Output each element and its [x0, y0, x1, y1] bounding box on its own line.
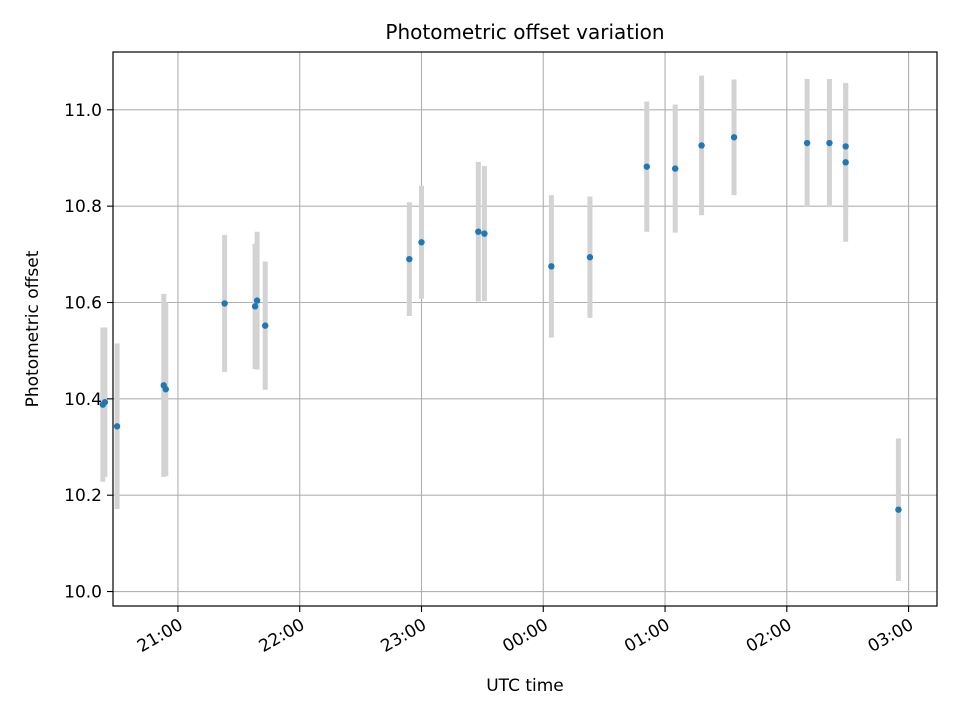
data-point	[475, 228, 482, 235]
data-point	[548, 263, 555, 270]
data-point	[251, 303, 259, 310]
data-point	[842, 143, 849, 150]
data-point	[101, 399, 109, 406]
data-point	[253, 297, 261, 304]
y-tick-label: 11.0	[64, 101, 102, 121]
data-point	[406, 255, 413, 263]
data-point	[162, 386, 169, 393]
data-point	[730, 134, 738, 141]
data-point	[698, 142, 705, 149]
y-tick-label: 10.0	[64, 583, 102, 603]
data-point	[842, 159, 849, 166]
y-tick-label: 10.4	[64, 390, 102, 410]
data-point	[643, 163, 650, 170]
point-layer	[99, 134, 902, 513]
y-tick-label: 10.6	[64, 294, 102, 314]
chart-title: Photometric offset variation	[385, 20, 664, 44]
x-axis-label: UTC time	[486, 676, 564, 696]
data-point	[221, 300, 228, 307]
y-tick-label: 10.8	[64, 197, 102, 217]
data-point	[262, 322, 269, 329]
grid-layer	[113, 52, 937, 606]
data-point	[113, 423, 121, 430]
data-point	[418, 239, 425, 246]
data-point	[803, 139, 811, 147]
data-point	[481, 230, 488, 237]
data-point	[586, 254, 594, 261]
y-tick-label: 10.2	[64, 486, 102, 506]
data-point	[671, 165, 679, 172]
data-point	[826, 139, 833, 147]
y-axis-label: Photometric offset	[23, 250, 43, 407]
plot-frame	[112, 51, 938, 607]
data-point	[895, 506, 902, 513]
